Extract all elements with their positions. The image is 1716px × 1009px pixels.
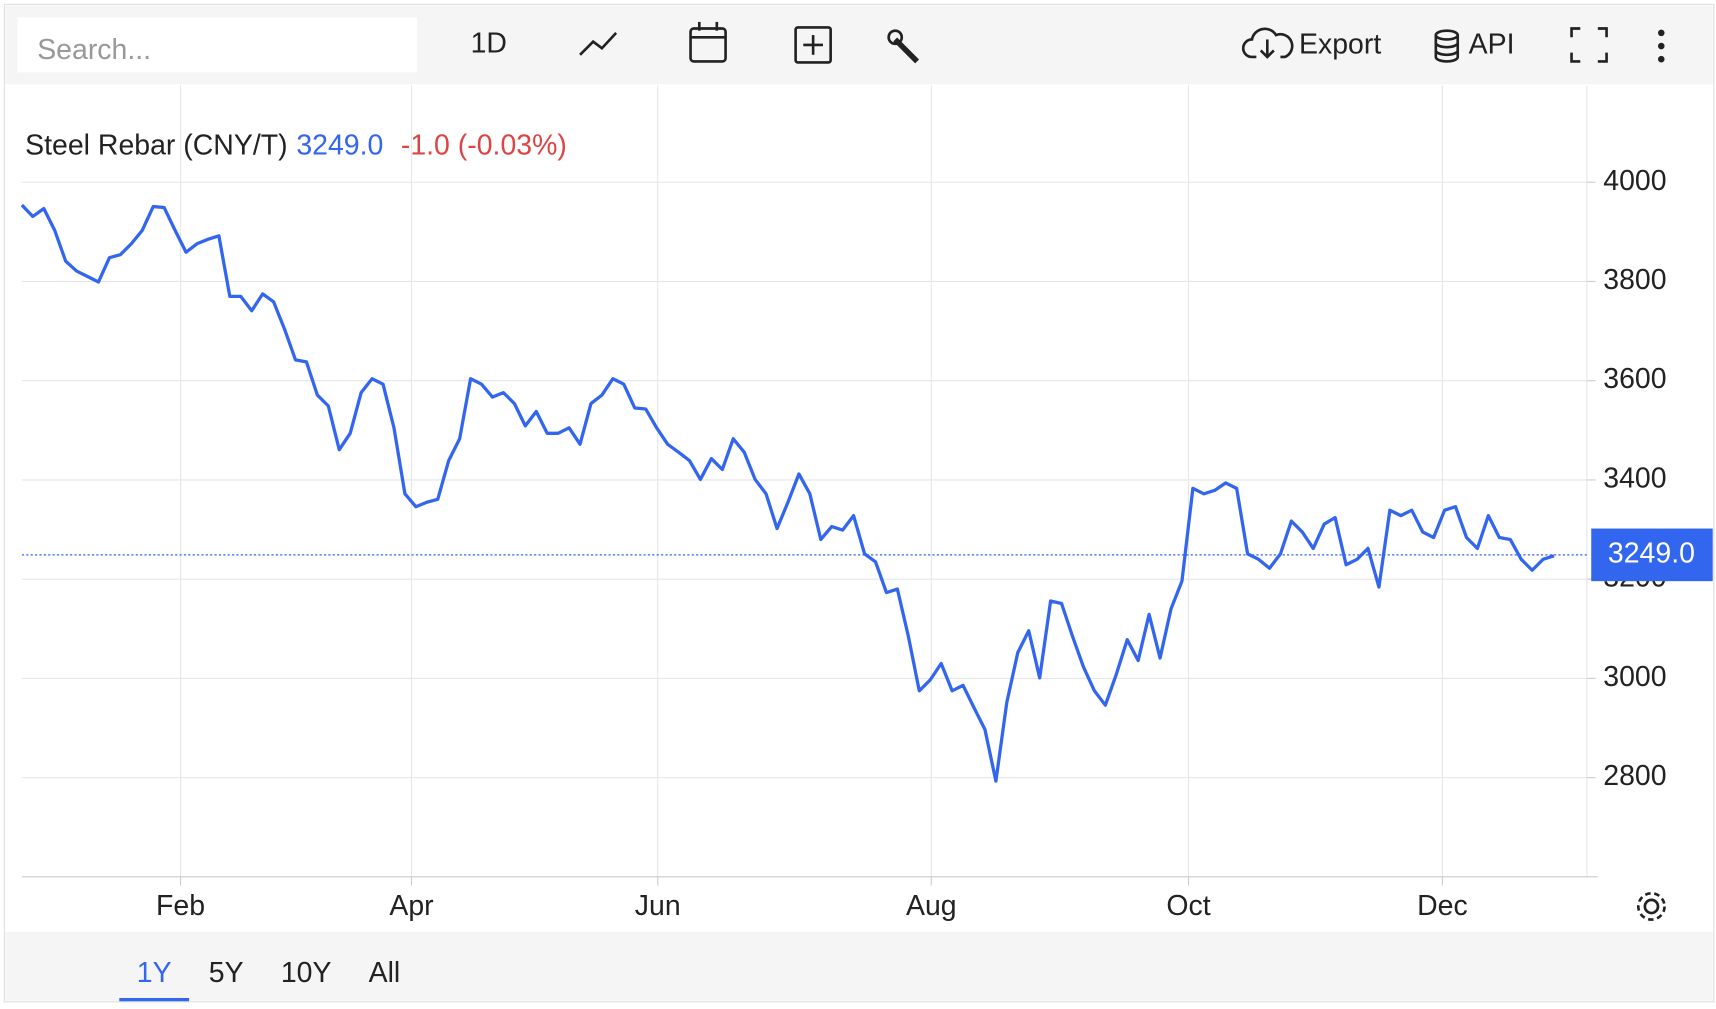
price-line: [20, 203, 1555, 783]
range-button[interactable]: 10Y: [281, 957, 332, 989]
x-tick-label: Oct: [1166, 890, 1210, 922]
last-price: 3249.0: [296, 129, 383, 161]
search-box[interactable]: [17, 17, 417, 73]
price-change: -1.0 (-0.03%): [401, 129, 567, 161]
tools-icon[interactable]: [887, 29, 920, 64]
fullscreen-icon[interactable]: [1570, 27, 1608, 63]
export-button[interactable]: Export: [1299, 29, 1381, 61]
add-icon[interactable]: [794, 26, 832, 64]
last-price-label: 3249.0: [1608, 537, 1695, 569]
range-buttons: 1Y 5Y 10Y All: [119, 957, 401, 1002]
x-tick-label: Apr: [389, 890, 433, 922]
y-tick-label: 3800: [1603, 264, 1666, 296]
plot: 2800300032003400360038004000FebAprJunAug…: [20, 85, 1713, 922]
api-icon[interactable]: [1434, 29, 1460, 63]
settings-icon[interactable]: [1636, 891, 1666, 921]
y-tick-label: 4000: [1603, 165, 1666, 197]
calendar-icon[interactable]: [689, 21, 727, 63]
interval-button[interactable]: 1D: [471, 27, 507, 59]
x-tick-label: Dec: [1417, 890, 1468, 922]
y-tick-label: 2800: [1603, 760, 1666, 792]
x-tick-label: Aug: [906, 890, 957, 922]
frame: [3, 3, 1715, 1003]
range-bar: [5, 931, 1713, 1001]
menu-icon[interactable]: [1657, 29, 1665, 63]
x-tick-label: Jun: [635, 890, 681, 922]
last-price-marker: [1591, 528, 1713, 582]
y-tick-label: 3400: [1603, 462, 1666, 494]
api-button[interactable]: API: [1469, 29, 1515, 61]
chart-title: Steel Rebar (CNY/T): [25, 129, 287, 161]
y-tick-label: 3600: [1603, 363, 1666, 395]
search-placeholder[interactable]: Search...: [37, 34, 151, 66]
range-button[interactable]: 1Y: [137, 957, 172, 989]
range-button[interactable]: 5Y: [209, 957, 244, 989]
export-icon[interactable]: [1241, 27, 1294, 59]
x-tick-label: Feb: [156, 890, 205, 922]
chart-type-icon[interactable]: [579, 31, 618, 56]
range-button[interactable]: All: [369, 957, 401, 989]
y-tick-label: 3000: [1603, 661, 1666, 693]
